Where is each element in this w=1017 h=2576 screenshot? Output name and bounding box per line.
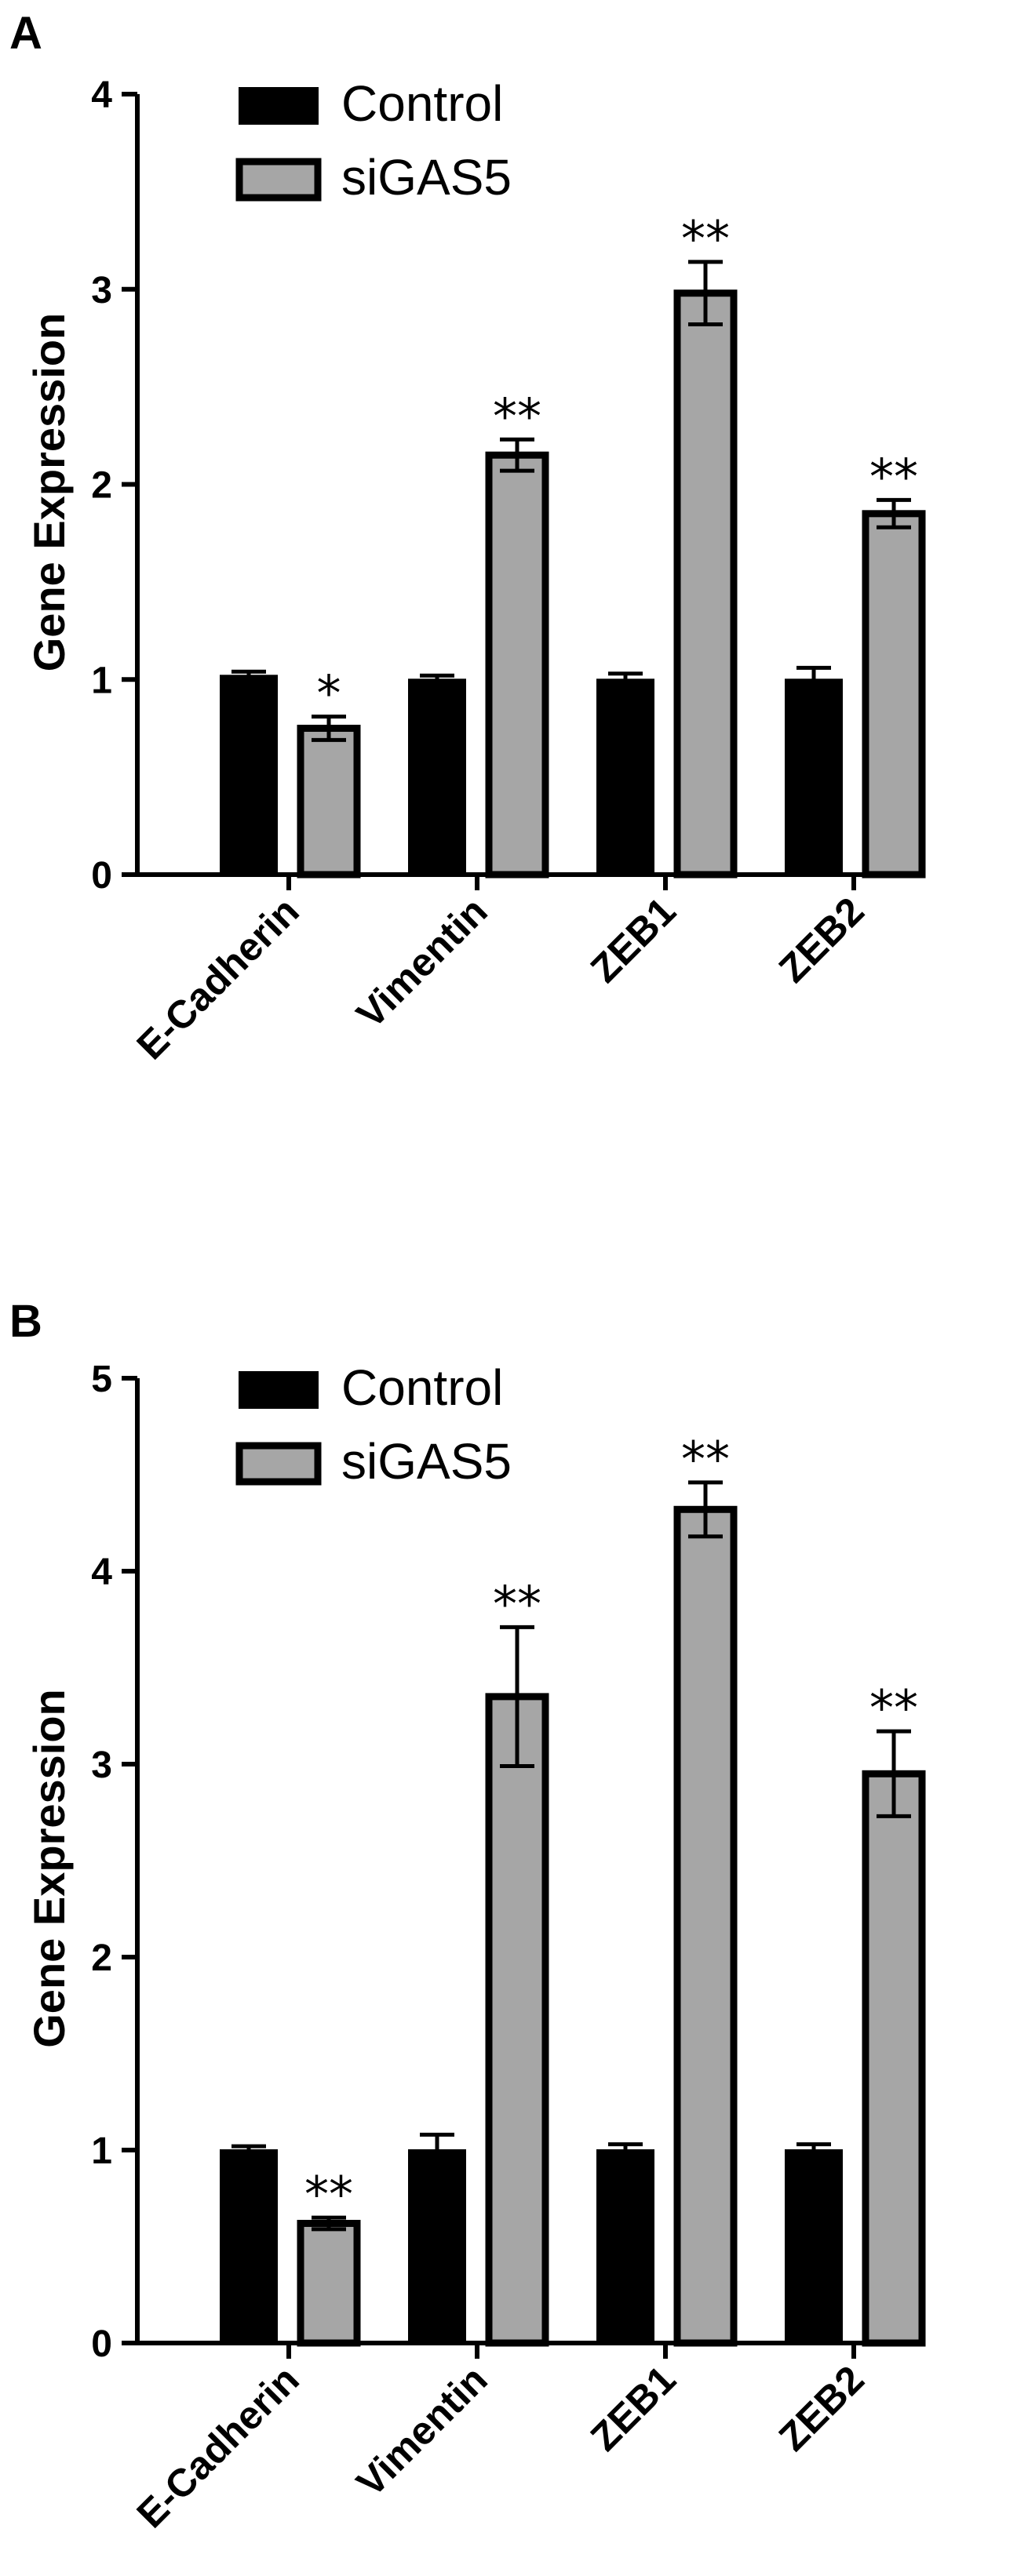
chart-b-legend-swatch-sigas5 bbox=[235, 1442, 322, 1486]
chart-b-bar-sigas5 bbox=[862, 1770, 926, 2347]
chart-a-svg: A Gene Expression 0 1 2 3 4 * E-Cadherin ** Viment… bbox=[9, 8, 926, 1068]
chart-b-legend-label-control: Control bbox=[341, 1359, 503, 1416]
chart-b-bar-control bbox=[408, 2149, 466, 2344]
chart-a-legend-label-control: Control bbox=[341, 75, 503, 132]
chart-a-significance-label: ** bbox=[869, 448, 918, 505]
chart-b-y-tick-label: 0 bbox=[91, 2323, 112, 2365]
chart-panel-a: A Gene Expression 0 1 2 3 4 * E-Cadherin ** Viment… bbox=[9, 8, 926, 1068]
chart-b-y-tick-label: 4 bbox=[91, 1552, 112, 1593]
chart-a-significance-label: * bbox=[317, 665, 341, 722]
chart-a-y-tick-label: 3 bbox=[91, 270, 112, 311]
chart-a-legend-swatch-sigas5 bbox=[235, 158, 322, 202]
chart-b-x-tick-label: ZEB2 bbox=[771, 2357, 873, 2459]
chart-b-legend-label-sigas5: siGAS5 bbox=[341, 1433, 512, 1490]
chart-b-panel-label: B bbox=[9, 1296, 42, 1347]
chart-b-significance-label: ** bbox=[681, 1431, 730, 1488]
chart-a-legend-swatch-control bbox=[239, 87, 319, 125]
chart-a-bar-control bbox=[785, 679, 843, 875]
chart-b-significance-label: ** bbox=[493, 1575, 541, 1632]
chart-a-bar-sigas5 bbox=[673, 289, 738, 879]
chart-a-y-tick-label: 1 bbox=[91, 660, 112, 701]
chart-b-y-tick-label: 1 bbox=[91, 2130, 112, 2172]
chart-panel-b: B Gene Expression 0 1 2 3 4 5 ** E-Cadherin ** Vime… bbox=[0, 1288, 1017, 2576]
chart-b-y-axis-title: Gene Expression bbox=[24, 1689, 74, 2048]
chart-b-y-tick-label: 3 bbox=[91, 1745, 112, 1786]
chart-a-significance-label: ** bbox=[493, 387, 541, 445]
chart-b-x-tick-label: ZEB1 bbox=[582, 2357, 684, 2459]
chart-a-y-tick-label: 2 bbox=[91, 465, 112, 507]
chart-a-x-tick-label: ZEB1 bbox=[582, 889, 684, 991]
chart-a-y-tick-label: 0 bbox=[91, 855, 112, 897]
chart-b-significance-label: ** bbox=[869, 1679, 918, 1737]
chart-b-bar-control bbox=[220, 2149, 278, 2344]
chart-a-y-axis-title: Gene Expression bbox=[24, 313, 74, 672]
chart-a-bar-sigas5 bbox=[862, 510, 926, 879]
chart-a-bar-control bbox=[596, 679, 654, 875]
chart-b-bar-sigas5 bbox=[485, 1693, 549, 2347]
chart-a-bar-sigas5 bbox=[485, 451, 549, 879]
chart-b-x-tick-label: E-Cadherin bbox=[129, 2357, 308, 2536]
chart-b-legend-swatch-control bbox=[239, 1371, 319, 1409]
chart-a-panel-label: A bbox=[9, 8, 42, 59]
chart-b-bar-sigas5 bbox=[297, 2219, 361, 2347]
chart-a-x-tick-label: Vimentin bbox=[348, 889, 496, 1036]
chart-b-y-tick-label: 5 bbox=[91, 1359, 112, 1400]
chart-a-y-tick-label: 4 bbox=[91, 75, 112, 116]
chart-a-x-tick-label: ZEB2 bbox=[771, 889, 873, 991]
chart-b-svg: B Gene Expression 0 1 2 3 4 5 ** E-Cadherin ** Vime… bbox=[9, 1296, 926, 2536]
chart-b-y-tick-label: 2 bbox=[91, 1937, 112, 1979]
chart-b-bar-sigas5 bbox=[673, 1505, 738, 2347]
chart-a-x-tick-label: E-Cadherin bbox=[129, 889, 308, 1068]
chart-b-significance-label: ** bbox=[304, 2166, 353, 2223]
chart-b-bar-control bbox=[596, 2149, 654, 2344]
chart-a-significance-label: ** bbox=[681, 210, 730, 267]
chart-a-bar-control bbox=[220, 675, 278, 876]
chart-a-bar-sigas5 bbox=[297, 724, 361, 879]
chart-b-bar-control bbox=[785, 2149, 843, 2344]
chart-a-bar-control bbox=[408, 679, 466, 875]
chart-b-x-tick-label: Vimentin bbox=[348, 2357, 496, 2505]
chart-a-legend-label-sigas5: siGAS5 bbox=[341, 149, 512, 206]
